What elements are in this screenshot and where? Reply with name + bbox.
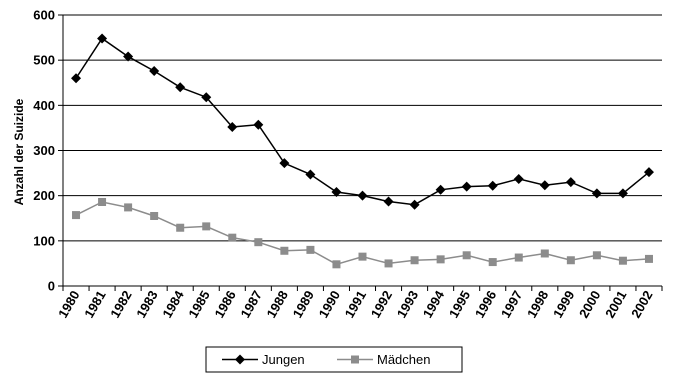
x-tick-label: 1993 [394, 288, 421, 321]
data-point [332, 260, 341, 269]
axes [62, 15, 662, 287]
data-point [565, 177, 576, 188]
data-point [409, 199, 420, 210]
data-point [149, 66, 160, 77]
x-tick-label: 2002 [628, 288, 655, 321]
data-point [72, 211, 81, 220]
data-point [435, 184, 446, 195]
x-tick-label: 2001 [602, 288, 629, 321]
data-point [228, 233, 237, 242]
x-tick-label: 1983 [133, 288, 160, 321]
data-point [331, 187, 342, 198]
data-point [124, 203, 133, 212]
x-axis-ticks: 1980198119821983198419851986198719881989… [55, 286, 663, 321]
legend-label: Mädchen [377, 352, 430, 367]
data-point [202, 222, 211, 231]
legend-marker [235, 354, 245, 365]
data-point [617, 188, 628, 199]
data-point [97, 33, 108, 44]
legend: Jungen Mädchen [205, 346, 463, 373]
data-point [592, 251, 601, 260]
series-group [71, 33, 654, 269]
data-point [644, 254, 653, 263]
series-line [75, 37, 650, 206]
data-point [384, 259, 393, 268]
data-point [540, 249, 549, 258]
x-tick-label: 1992 [368, 288, 395, 321]
x-tick-label: 1996 [472, 288, 499, 321]
x-tick-label: 1994 [420, 287, 448, 320]
data-point [123, 51, 134, 62]
x-tick-label: 1985 [185, 288, 212, 321]
data-point [279, 158, 290, 169]
data-point [98, 197, 107, 206]
data-point [462, 251, 471, 260]
x-tick-label: 1997 [498, 288, 525, 321]
data-point [410, 256, 419, 265]
data-point [280, 246, 289, 255]
legend-marker [351, 355, 359, 364]
x-tick-label: 1995 [446, 288, 473, 321]
data-point [150, 211, 159, 220]
data-point [566, 256, 575, 265]
data-point [305, 169, 316, 180]
x-tick-label: 1989 [290, 288, 317, 321]
data-point [306, 245, 315, 254]
data-point [176, 223, 185, 232]
gridlines [63, 14, 662, 242]
x-tick-label: 1988 [264, 288, 291, 321]
data-point [618, 256, 627, 265]
y-tick-label: 400 [33, 98, 55, 113]
data-point [513, 173, 524, 184]
x-tick-label: 1980 [55, 288, 82, 321]
data-point [461, 181, 472, 192]
x-tick-label: 1982 [107, 288, 134, 321]
data-point [436, 255, 445, 264]
data-point [487, 180, 498, 191]
data-point [643, 167, 654, 178]
data-point [253, 119, 264, 130]
data-point [488, 258, 497, 267]
y-tick-label: 500 [33, 53, 55, 68]
y-axis-ticks: 0 100 200 300 400 500 600 [33, 8, 63, 294]
data-point [227, 122, 238, 133]
x-tick-label: 1987 [237, 288, 264, 321]
data-point [514, 253, 523, 262]
y-tick-label: 600 [33, 8, 55, 23]
data-point [201, 92, 212, 103]
data-point [383, 196, 394, 207]
y-tick-label: 100 [33, 233, 55, 248]
x-tick-label: 1999 [550, 288, 577, 321]
x-tick-label: 1984 [159, 287, 187, 320]
x-tick-label: 1986 [211, 288, 238, 321]
y-tick-label: 300 [33, 143, 55, 158]
data-point [357, 190, 368, 201]
series-mädchen [72, 197, 653, 269]
x-tick-label: 1990 [316, 288, 343, 321]
x-tick-label: 1991 [342, 288, 369, 321]
x-tick-label: 2000 [576, 288, 603, 321]
data-point [71, 73, 82, 84]
series-jungen [71, 33, 654, 210]
legend-label: Jungen [262, 352, 305, 367]
data-point [591, 188, 602, 199]
x-tick-label: 1981 [81, 288, 108, 321]
data-point [358, 252, 367, 261]
y-axis-label: Anzahl der Suizide [12, 98, 26, 205]
data-point [254, 238, 263, 247]
data-point [175, 82, 186, 93]
y-tick-label: 0 [48, 279, 55, 294]
y-tick-label: 200 [33, 188, 55, 203]
x-tick-label: 1998 [524, 288, 551, 321]
data-point [539, 180, 550, 191]
